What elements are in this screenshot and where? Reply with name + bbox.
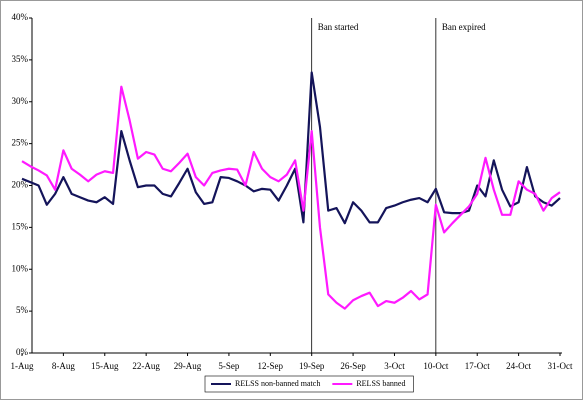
y-tick-label: 15% [12,221,29,231]
y-tick-label: 40% [12,12,29,22]
y-tick-label: 30% [12,96,29,106]
x-tick-label: 3-Oct [384,361,405,371]
series-line [21,71,561,225]
y-tick-label: 10% [12,263,29,273]
x-tick-label: 17-Oct [465,361,490,371]
legend-label: RELSS non-banned match [235,379,320,388]
legend-label: RELSS banned [356,379,405,388]
y-tick-label: 20% [12,180,29,190]
annotation-text: Ban expired [442,22,486,32]
x-tick-label: 19-Sep [299,361,325,371]
x-tick-label: 29-Aug [174,361,202,371]
y-tick-label: 35% [12,54,29,64]
legend-box [204,375,414,393]
x-tick-label: 15-Aug [91,361,119,371]
x-tick-label: 22-Aug [132,361,160,371]
y-tick-label: 5% [16,305,29,315]
series-line [21,85,561,310]
x-tick-label: 5-Sep [218,361,239,371]
annotation-text: Ban started [318,22,359,32]
x-tick-label: 26-Sep [340,361,366,371]
x-tick-label: 24-Oct [506,361,531,371]
x-tick-label: 12-Sep [258,361,284,371]
x-tick-label: 10-Oct [423,361,448,371]
x-tick-label: 31-Oct [548,361,573,371]
legend: RELSS non-banned match RELSS banned [204,375,414,393]
y-tick-label: 25% [12,138,29,148]
y-tick-label: 0% [16,347,29,357]
x-tick-label: 8-Aug [52,361,75,371]
x-tick-label: 1-Aug [11,361,34,371]
